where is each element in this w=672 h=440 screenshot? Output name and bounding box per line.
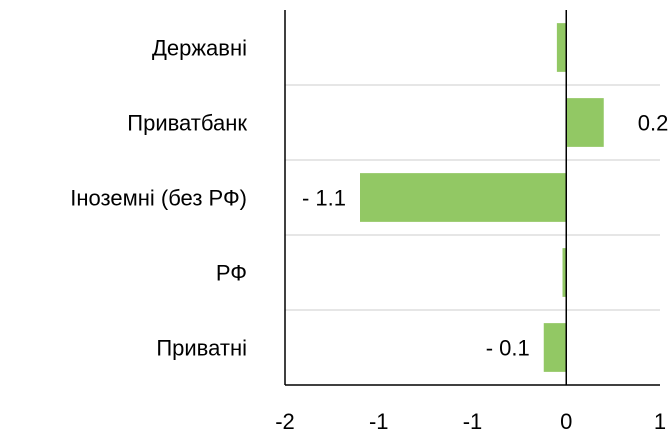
bar — [543, 323, 567, 372]
bar — [566, 98, 604, 147]
x-tick-labels: -2 -1 -1 0 1 — [275, 409, 666, 434]
category-label: Приватні — [156, 336, 247, 361]
category-label: Іноземні (без РФ) — [70, 186, 247, 211]
axes — [284, 10, 660, 386]
data-label: - 1.1 — [302, 186, 346, 211]
bar — [360, 173, 567, 222]
category-labels: Державні Приватбанк Іноземні (без РФ) РФ При… — [70, 36, 247, 361]
x-tick-label: -1 — [369, 409, 389, 434]
data-labels: 0.2 - 1.1 - 0.1 — [302, 111, 668, 361]
bar — [562, 248, 567, 297]
grid-lines — [285, 84, 660, 311]
category-label: Приватбанк — [127, 111, 247, 136]
x-tick-label: -2 — [275, 409, 295, 434]
category-label: Державні — [152, 36, 247, 61]
x-tick-label: 0 — [560, 409, 572, 434]
data-label: - 0.1 — [486, 336, 530, 361]
x-tick-label: -1 — [463, 409, 483, 434]
bar — [556, 23, 567, 72]
x-tick-label: 1 — [654, 409, 666, 434]
data-label: 0.2 — [638, 111, 669, 136]
category-label: РФ — [216, 261, 247, 286]
bars — [360, 23, 604, 372]
